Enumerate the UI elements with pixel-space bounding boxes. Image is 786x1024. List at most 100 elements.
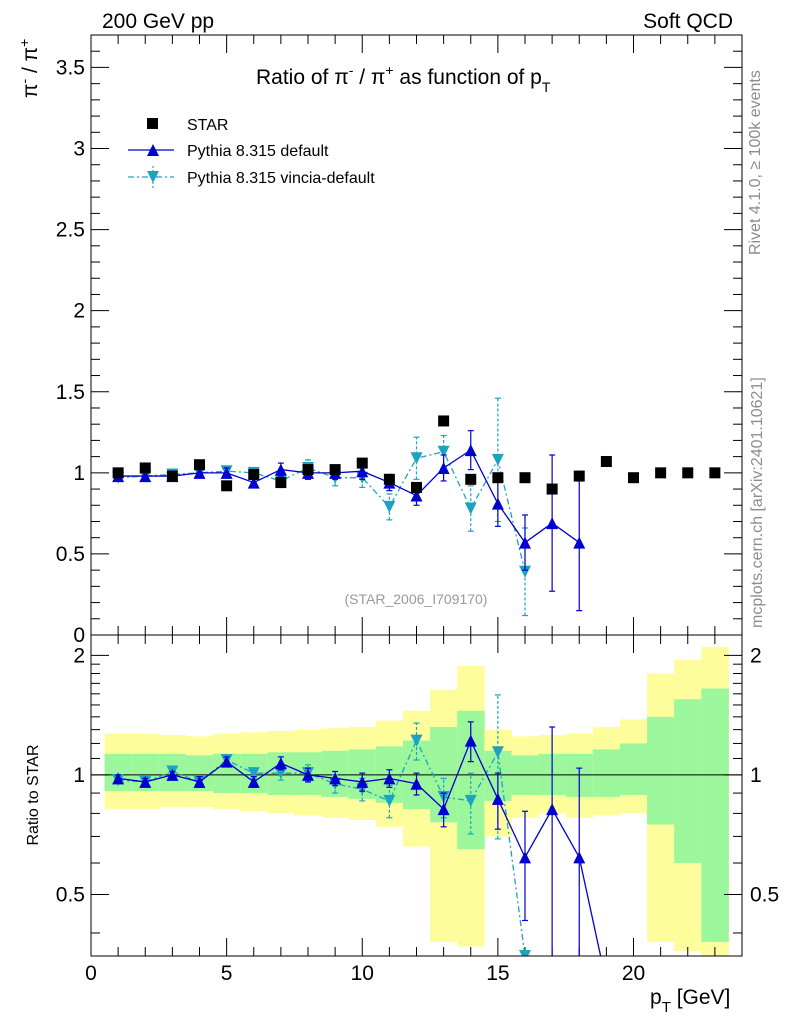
default-point-marker xyxy=(356,465,369,478)
band-inner xyxy=(619,743,648,795)
star-point xyxy=(356,457,368,469)
title-text-2: as function of p xyxy=(394,66,542,89)
star-point xyxy=(628,472,639,484)
star-point xyxy=(411,481,422,493)
ratio-default-point-marker xyxy=(329,772,342,785)
band-inner xyxy=(647,716,675,825)
legend-vincia-marker xyxy=(147,171,159,183)
default-point-marker xyxy=(274,463,287,476)
x-tick-label: 5 xyxy=(221,962,233,985)
star-point xyxy=(139,462,151,474)
ratio-panel: 0.5 0.51 12 20 5 10 15 20 Ratio to STAR pT [GeV… xyxy=(25,634,779,1016)
main-y-tick-label: 3 xyxy=(73,138,85,161)
ratio-default-point-marker xyxy=(356,775,369,788)
main-axis-ticks: 0 0.5 1 1.5 2 2.5 3 3.5 xyxy=(56,34,743,647)
header-left: 200 GeV pp xyxy=(102,10,214,33)
main-panel: 00.511.522.533.5 Ratio of π- / π+ as fun… xyxy=(16,34,743,647)
xlabel-p: p xyxy=(650,986,662,1009)
ratio-default-point-marker xyxy=(166,768,179,781)
legend-vincia-label: Pythia 8.315 vincia-default xyxy=(187,170,375,187)
title-slash: / xyxy=(353,66,371,89)
ylabel-pi-1: π xyxy=(19,84,42,99)
default-point-marker xyxy=(139,470,152,483)
default-point-marker xyxy=(193,466,206,479)
ratio-default-point-marker xyxy=(437,803,450,816)
ratio-vincia-point-marker xyxy=(383,794,396,807)
legend: STAR Pythia 8.315 default Pythia 8.315 v… xyxy=(128,117,375,188)
star-point xyxy=(112,467,124,479)
ratio-default-point-marker xyxy=(274,757,287,770)
ratio-default-point-marker xyxy=(519,851,531,864)
ratio-default-point-marker xyxy=(112,772,125,785)
vincia-point-marker xyxy=(410,452,423,465)
star-point xyxy=(329,464,341,476)
ratio-axis-ticks: 0.5 0.51 12 20 5 10 15 20 xyxy=(56,635,779,985)
legend-star-marker xyxy=(147,118,158,129)
title-pi-1: π xyxy=(334,66,349,89)
star-point xyxy=(275,477,287,489)
star-point xyxy=(709,467,721,479)
x-tick-label: 15 xyxy=(486,962,509,985)
ylabel-slash-pi: / π xyxy=(19,47,42,79)
default-point-marker xyxy=(410,489,423,502)
ratio-y-tick-label-right: 0.5 xyxy=(750,883,779,906)
x-tick-label: 10 xyxy=(351,962,374,985)
x-axis-label: pT [GeV] xyxy=(650,986,730,1016)
default-point-marker xyxy=(519,536,531,549)
ratio-vincia-point-marker xyxy=(247,767,260,780)
ratio-default-point-marker xyxy=(546,803,559,816)
legend-default-label: Pythia 8.315 default xyxy=(187,143,329,160)
star-point xyxy=(465,473,477,485)
star-point xyxy=(166,470,178,482)
star-point xyxy=(600,455,612,467)
default-point-marker xyxy=(464,444,477,457)
xlabel-t-sub: T xyxy=(662,999,671,1016)
band-inner xyxy=(592,749,621,797)
ratio-default-point-marker xyxy=(573,851,586,864)
main-data-points xyxy=(112,397,721,617)
ratio-plot-frame xyxy=(90,634,743,957)
ratio-y-tick-label-right: 2 xyxy=(750,644,762,667)
ratio-vincia-point-marker xyxy=(410,734,423,747)
ratio-default-point-group xyxy=(112,721,602,956)
vincia-point-line xyxy=(118,451,526,572)
legend-star-label: STAR xyxy=(187,117,228,134)
ratio-y-tick-label-right: 1 xyxy=(750,764,762,787)
ylabel-minus-sup: - xyxy=(16,79,32,84)
side-label-mcplots: mcplots.cern.ch [arXiv:2401.10621] xyxy=(749,377,766,628)
main-y-axis-label: π- / π+ xyxy=(16,39,42,98)
star-point xyxy=(492,472,504,484)
header-right: Soft QCD xyxy=(643,10,733,33)
ratio-default-point-marker xyxy=(302,768,314,781)
default-point-line xyxy=(118,449,580,544)
star-point xyxy=(194,459,205,471)
xlabel-unit: [GeV] xyxy=(671,986,731,1009)
default-point-marker xyxy=(220,466,233,479)
band-inner xyxy=(701,688,729,942)
ratio-default-point-marker xyxy=(383,772,396,785)
ratio-data-points xyxy=(112,694,602,956)
analysis-id: (STAR_2006_I709170) xyxy=(345,591,488,607)
star-point xyxy=(519,472,531,484)
ratio-uncertainty-bands xyxy=(91,646,742,956)
x-tick-label: 20 xyxy=(622,962,645,985)
ratio-default-point-marker xyxy=(410,777,423,790)
star-point xyxy=(655,467,667,479)
ratio-y-tick-label: 0.5 xyxy=(56,883,85,906)
title-plus-sup: + xyxy=(385,62,393,78)
ratio-default-point-marker xyxy=(491,792,504,805)
star-point xyxy=(302,464,314,476)
star-point xyxy=(573,470,585,482)
vincia-point-marker xyxy=(519,565,531,578)
ratio-default-point-marker xyxy=(193,775,206,788)
star-point xyxy=(221,480,233,492)
star-point xyxy=(682,467,694,479)
vincia-point-marker xyxy=(437,445,450,458)
main-y-tick-label: 1 xyxy=(73,462,85,485)
default-point-marker xyxy=(491,497,504,510)
band-inner xyxy=(674,699,702,864)
vincia-point-marker xyxy=(383,500,396,513)
star-point xyxy=(546,483,558,495)
ratio-vincia-point-marker xyxy=(519,950,531,956)
